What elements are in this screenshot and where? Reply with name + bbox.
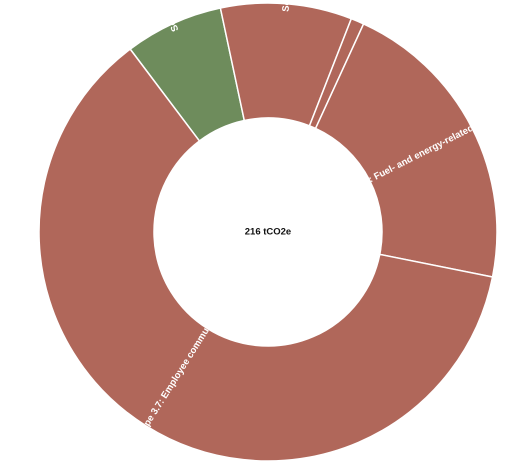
center-total-label: 216 tCO2e [245, 227, 291, 238]
slice-label-0: Scope 1: Direct emi... [132, 0, 182, 33]
donut-slice-4[interactable] [38, 48, 494, 462]
slices-layer [38, 2, 498, 462]
donut-slice-3[interactable] [314, 22, 498, 278]
